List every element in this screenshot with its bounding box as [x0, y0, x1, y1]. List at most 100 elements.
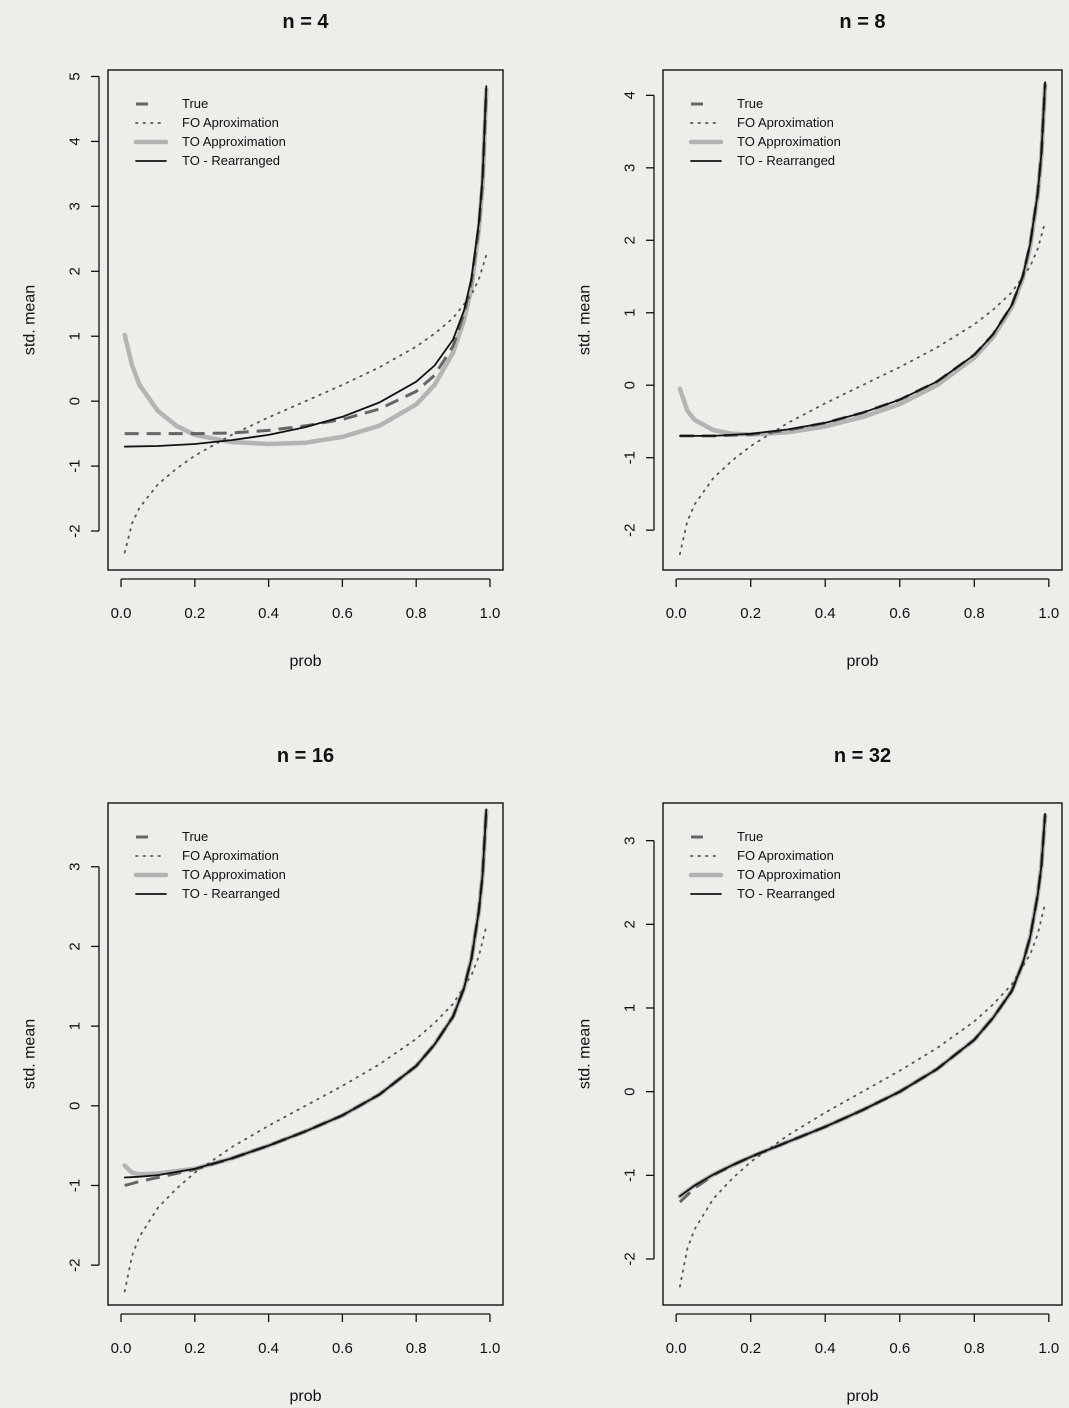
- series-line-fo-approximation: [679, 902, 1046, 1288]
- x-tick-label: 1.0: [480, 1340, 501, 1357]
- y-tick-label: 5: [67, 72, 84, 80]
- series-line-to-rearranged: [123, 808, 488, 1179]
- y-tick-label: -2: [67, 524, 84, 537]
- series-line-fo-approximation: [123, 925, 488, 1293]
- series-line-to-approximation: [122, 87, 489, 447]
- x-tick-label: 0.0: [666, 605, 687, 622]
- x-tick-label: 0.0: [666, 1340, 687, 1357]
- chart-title: n = 32: [834, 745, 891, 767]
- x-tick-label: 0.0: [111, 605, 132, 622]
- x-tick-label: 0.2: [184, 1340, 205, 1357]
- legend-label-to-rearranged: TO - Rearranged: [182, 886, 280, 901]
- legend-label-true: True: [182, 829, 208, 844]
- x-tick-label: 0.4: [258, 605, 279, 622]
- y-tick-label: 0: [622, 1087, 639, 1095]
- x-axis-label: prob: [289, 1388, 321, 1405]
- y-tick-label: -1: [67, 1179, 84, 1192]
- series-line-true: [678, 815, 1047, 1204]
- legend-label-true: True: [737, 829, 763, 844]
- x-axis-label: prob: [846, 1388, 878, 1405]
- y-tick-label: 4: [622, 91, 639, 99]
- x-tick-label: 0.2: [184, 605, 205, 622]
- chart-panel-1: n = 4 0.0 0.2 0.4 0.6 0.8 1.0 prob -2 -1 0 1 2 3 4 5 std…: [22, 11, 504, 670]
- legend-label-to-approximation: TO Approximation: [182, 134, 286, 149]
- legend-label-fo-approximation: FO Aproximation: [182, 115, 279, 130]
- y-tick-label: 2: [67, 942, 84, 950]
- x-tick-label: 0.0: [111, 1340, 132, 1357]
- legend-label-true: True: [737, 96, 763, 111]
- plot-frame: [107, 69, 504, 571]
- y-tick-label: 3: [622, 164, 639, 172]
- series-line-true: [124, 89, 488, 436]
- x-tick-label: 0.8: [964, 1340, 985, 1357]
- series-line-to-approximation: [677, 82, 1048, 437]
- chart-title: n = 16: [277, 745, 334, 767]
- series-line-to-rearranged: [123, 85, 488, 448]
- x-tick-label: 0.4: [815, 1340, 836, 1357]
- legend-label-true: True: [182, 96, 208, 111]
- x-tick-label: 0.8: [964, 605, 985, 622]
- x-tick-label: 0.4: [258, 1340, 279, 1357]
- legend: True FO Aproximation TO Approximation TO - …: [688, 96, 841, 168]
- y-tick-label: 0: [622, 381, 639, 389]
- y-tick-label: 2: [622, 236, 639, 244]
- series-line-fo-approximation: [679, 221, 1046, 555]
- y-axis-label: std. mean: [577, 1019, 594, 1089]
- legend-label-to-approximation: TO Approximation: [182, 867, 286, 882]
- y-tick-label: 4: [67, 137, 84, 145]
- y-axis-label: std. mean: [577, 285, 594, 355]
- chart-panel-2: n = 8 0.0 0.2 0.4 0.6 0.8 1.0 prob -2 -1 0 1 2 3 4 std.…: [577, 11, 1063, 670]
- series-line-true: [679, 84, 1047, 438]
- x-tick-label: 1.0: [1038, 1340, 1059, 1357]
- y-tick-label: 3: [67, 202, 84, 210]
- plot-frame: [662, 69, 1063, 571]
- y-tick-label: -1: [622, 451, 639, 464]
- chart-title: n = 4: [282, 11, 329, 33]
- x-tick-label: 1.0: [480, 605, 501, 622]
- x-tick-label: 0.6: [889, 1340, 910, 1357]
- y-tick-label: 2: [622, 920, 639, 928]
- x-tick-label: 0.2: [740, 605, 761, 622]
- legend-label-to-approximation: TO Approximation: [737, 134, 841, 149]
- x-tick-label: 0.8: [406, 1340, 427, 1357]
- legend: True FO Aproximation TO Approximation TO - …: [688, 829, 841, 901]
- y-tick-label: 3: [67, 863, 84, 871]
- series-line-to-approximation: [122, 808, 489, 1177]
- y-tick-label: 1: [67, 1022, 84, 1030]
- y-tick-label: 0: [67, 1102, 84, 1110]
- chart-panel-4: n = 32 0.0 0.2 0.4 0.6 0.8 1.0 prob -2 -1 0 1 2 3 std.…: [577, 745, 1063, 1405]
- x-tick-label: 0.4: [815, 605, 836, 622]
- x-tick-label: 1.0: [1038, 605, 1059, 622]
- x-tick-label: 0.6: [889, 605, 910, 622]
- y-tick-label: 1: [622, 1004, 639, 1012]
- legend-label-fo-approximation: FO Aproximation: [737, 848, 834, 863]
- legend-label-fo-approximation: FO Aproximation: [737, 115, 834, 130]
- chart-title: n = 8: [839, 11, 885, 33]
- legend-label-to-approximation: TO Approximation: [737, 867, 841, 882]
- y-axis-label: std. mean: [22, 1019, 39, 1089]
- y-tick-label: -1: [67, 459, 84, 472]
- x-axis-label: prob: [289, 653, 321, 670]
- legend-label-to-rearranged: TO - Rearranged: [737, 886, 835, 901]
- x-tick-label: 0.2: [740, 1340, 761, 1357]
- legend: True FO Aproximation TO Approximation TO - …: [133, 829, 286, 901]
- y-tick-label: 0: [67, 397, 84, 405]
- legend-label-fo-approximation: FO Aproximation: [182, 848, 279, 863]
- y-tick-label: -2: [67, 1258, 84, 1271]
- y-tick-label: 1: [622, 309, 639, 317]
- y-tick-label: -2: [622, 523, 639, 536]
- x-tick-label: 0.8: [406, 605, 427, 622]
- x-tick-label: 0.6: [332, 1340, 353, 1357]
- y-tick-label: 2: [67, 267, 84, 275]
- y-tick-label: 3: [622, 836, 639, 844]
- series-line-to-rearranged: [679, 81, 1046, 437]
- legend-label-to-rearranged: TO - Rearranged: [182, 153, 280, 168]
- x-tick-label: 0.6: [332, 605, 353, 622]
- series-line-to-approximation: [677, 813, 1048, 1199]
- chart-panel-3: n = 16 0.0 0.2 0.4 0.6 0.8 1.0 prob -2 -1 0 1 2 3 std.…: [22, 745, 504, 1405]
- plot-frame: [662, 802, 1063, 1306]
- y-tick-label: -2: [622, 1252, 639, 1265]
- legend-label-to-rearranged: TO - Rearranged: [737, 153, 835, 168]
- y-tick-label: 1: [67, 332, 84, 340]
